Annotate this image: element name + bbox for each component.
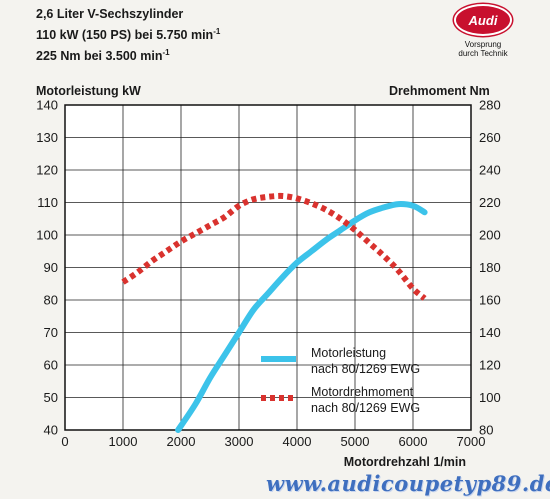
- left-y-tick-label: 70: [44, 325, 58, 340]
- x-tick-label: 5000: [341, 434, 370, 449]
- left-axis-title: Motorleistung kW: [36, 84, 141, 98]
- left-y-tick-label: 130: [36, 130, 58, 145]
- right-y-tick-label: 200: [479, 228, 501, 243]
- x-tick-label: 7000: [457, 434, 486, 449]
- left-y-tick-label: 50: [44, 390, 58, 405]
- right-y-tick-label: 220: [479, 195, 501, 210]
- engine-spec-line-3: 225 Nm bei 3.500 min-1: [36, 48, 170, 64]
- x-tick-label: 3000: [225, 434, 254, 449]
- right-y-tick-label: 120: [479, 358, 501, 373]
- x-tick-label: 2000: [167, 434, 196, 449]
- right-y-tick-label: 140: [479, 325, 501, 340]
- watermark-url: www.audicoupetyp89.de: [266, 471, 550, 496]
- legend-label-power: Motorleistung: [311, 346, 386, 360]
- right-y-tick-label: 100: [479, 390, 501, 405]
- x-tick-label: 6000: [399, 434, 428, 449]
- power-curve-line: [175, 201, 428, 433]
- left-y-tick-label: 90: [44, 260, 58, 275]
- right-y-tick-label: 160: [479, 293, 501, 308]
- left-y-tick-label: 80: [44, 293, 58, 308]
- legend-sublabel-power: nach 80/1269 EWG: [311, 362, 420, 376]
- x-tick-label: 4000: [283, 434, 312, 449]
- engine-spec-line-1: 2,6 Liter V-Sechszylinder: [36, 7, 184, 21]
- audi-slogan: Vorsprung durch Technik: [458, 40, 508, 58]
- left-y-tick-label: 100: [36, 228, 58, 243]
- legend-label-torque: Motordrehmoment: [311, 385, 414, 399]
- left-y-tick-label: 40: [44, 423, 58, 438]
- right-y-tick-label: 240: [479, 163, 501, 178]
- left-y-tick-label: 140: [36, 98, 58, 113]
- plot-frame: [64, 104, 472, 431]
- right-axis-title: Drehmoment Nm: [389, 84, 490, 98]
- engine-spec-header: 2,6 Liter V-Sechszylinder 110 kW (150 PS…: [36, 6, 220, 65]
- x-axis-title: Motordrehzahl 1/min: [344, 455, 466, 469]
- right-y-tick-label: 280: [479, 98, 501, 113]
- left-y-tick-label: 120: [36, 163, 58, 178]
- legend-sublabel-torque: nach 80/1269 EWG: [311, 401, 420, 415]
- right-y-tick-label: 80: [479, 423, 493, 438]
- audi-logo: Audi Vorsprung durch Technik: [447, 4, 519, 58]
- x-tick-label: 1000: [109, 434, 138, 449]
- audi-logo-oval: Audi: [454, 4, 512, 36]
- x-tick-label: 0: [61, 434, 68, 449]
- left-y-tick-label: 110: [37, 195, 58, 210]
- left-y-tick-label: 60: [44, 358, 58, 373]
- right-y-tick-label: 260: [479, 130, 501, 145]
- right-y-tick-label: 180: [479, 260, 501, 275]
- engine-spec-line-2: 110 kW (150 PS) bei 5.750 min-1: [36, 27, 221, 43]
